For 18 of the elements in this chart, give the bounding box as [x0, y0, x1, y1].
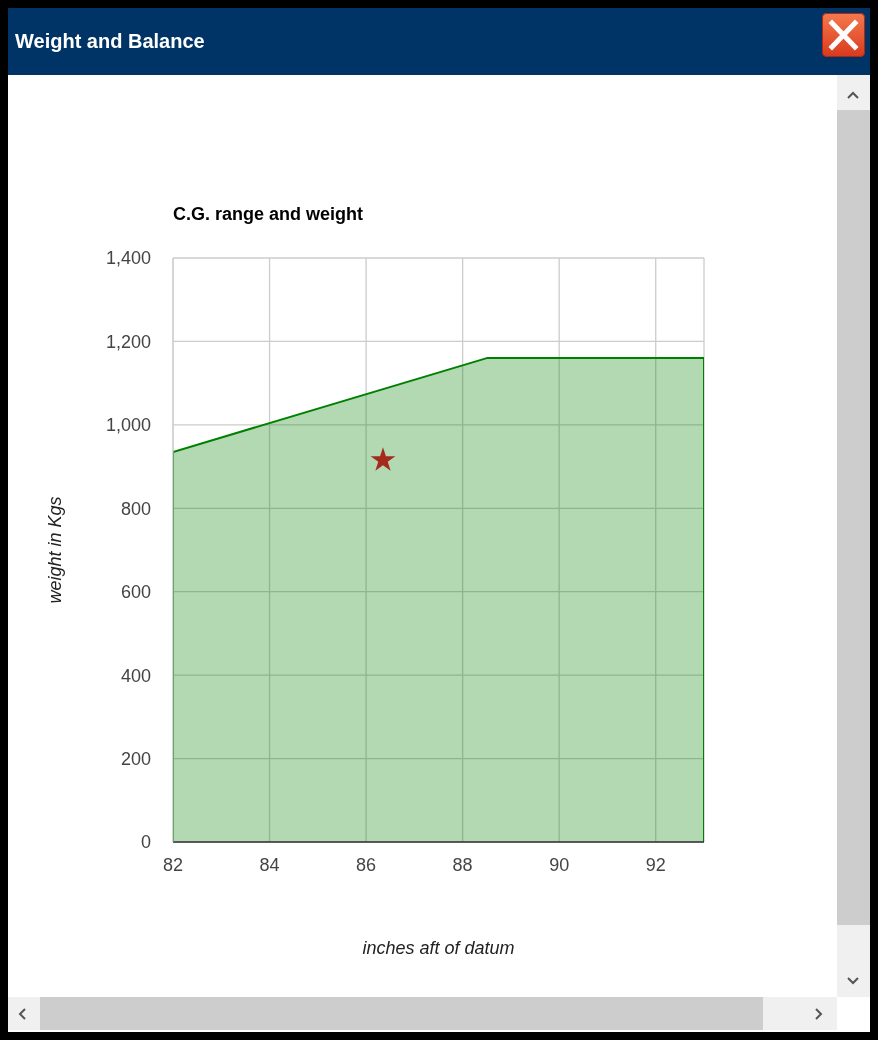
x-tick-label: 88 [452, 854, 473, 875]
x-tick-label: 82 [162, 854, 184, 875]
chart-title: Weight and Balance [15, 30, 205, 52]
y-tick-label: 1,400 [105, 248, 151, 269]
x-tick-label: 90 [549, 854, 570, 875]
x-tick-label: 84 [259, 854, 280, 875]
chart-subtitle: C.G. range and weight [173, 204, 364, 224]
y-tick-label: 0 [140, 832, 151, 853]
y-tick-label: 600 [120, 582, 151, 603]
y-tick-label: 200 [120, 748, 151, 769]
y-axis-title: weight in Kgs [45, 496, 65, 604]
y-tick-label: 400 [120, 665, 151, 686]
x-tick-label: 86 [356, 854, 377, 875]
x-axis-title: inches aft of datum [362, 938, 515, 958]
x-tick-label: 92 [645, 854, 666, 875]
y-tick-label: 1,200 [105, 331, 151, 352]
y-tick-label: 800 [120, 498, 151, 519]
y-tick-label: 1,000 [105, 415, 151, 436]
